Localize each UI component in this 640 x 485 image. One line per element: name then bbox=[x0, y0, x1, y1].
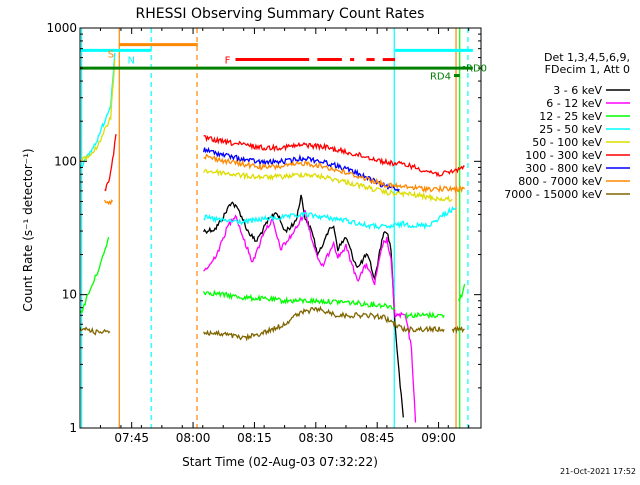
legend-header-line: FDecim 1, Att 0 bbox=[545, 63, 630, 76]
series-lines bbox=[80, 52, 466, 423]
series-3-6-kev bbox=[203, 194, 404, 418]
vertical-markers bbox=[81, 28, 469, 428]
series-line-12-25-kev-seg-1 bbox=[203, 289, 396, 310]
legend-label-12-25-kev: 12 - 25 keV bbox=[539, 110, 602, 123]
legend-label-3-6-kev: 3 - 6 keV bbox=[553, 84, 602, 97]
y-axis-label: Count Rate (s⁻¹ detector⁻¹) bbox=[21, 148, 35, 311]
legend-label-50-100-kev: 50 - 100 keV bbox=[532, 136, 602, 149]
series-line-12-25-kev-seg-0 bbox=[80, 237, 110, 314]
x-tick-label: 08:15 bbox=[237, 431, 272, 445]
flag-labels: S N F RD0 RD4 bbox=[108, 50, 487, 83]
series-25-50-kev bbox=[80, 52, 457, 231]
series-line-3-6-kev-seg-0 bbox=[203, 194, 404, 418]
series-line-12-25-kev-seg-2 bbox=[404, 310, 445, 320]
axes: 07:45 08:00 08:15 08:30 08:45 09:00 1 10 100 1000 bbox=[46, 21, 481, 445]
legend: Det 1,3,4,5,6,9,FDecim 1, Att 0 3 - 6 keV… bbox=[504, 51, 630, 201]
flag-bars bbox=[80, 43, 473, 78]
flag-label-n: N bbox=[127, 55, 134, 66]
legend-label-100-300-kev: 100 - 300 keV bbox=[525, 149, 602, 162]
x-axis-label: Start Time (02-Aug-03 07:32:22) bbox=[182, 455, 378, 469]
x-tick-label: 08:30 bbox=[299, 431, 334, 445]
series-50-100-kev bbox=[80, 59, 453, 203]
series-line-12-25-kev-seg-3 bbox=[457, 283, 466, 303]
timestamp-label: 21-Oct-2021 17:52 bbox=[560, 467, 636, 476]
series-line-50-100-kev-seg-1 bbox=[203, 168, 453, 203]
flag-label-s: S bbox=[108, 50, 114, 61]
series-line-7000-15000-kev-seg-1 bbox=[203, 305, 445, 342]
y-tick-label: 10 bbox=[62, 288, 77, 302]
legend-label-300-800-kev: 300 - 800 keV bbox=[525, 162, 602, 175]
x-tick-label: 08:00 bbox=[176, 431, 211, 445]
x-tick-label: 07:45 bbox=[114, 431, 149, 445]
series-line-25-50-kev-seg-1 bbox=[203, 205, 457, 231]
legend-label-800-7000-kev: 800 - 7000 keV bbox=[518, 175, 602, 188]
x-tick-label: 08:45 bbox=[360, 431, 395, 445]
series-line-25-50-kev-seg-0 bbox=[80, 52, 116, 170]
flag-label-rd0: RD0 bbox=[466, 64, 487, 75]
chart-title: RHESSI Observing Summary Count Rates bbox=[136, 6, 425, 22]
y-tick-label: 100 bbox=[54, 154, 77, 168]
plot-frame bbox=[79, 27, 482, 429]
series-100-300-kev bbox=[104, 134, 465, 192]
series-line-100-300-kev-seg-1 bbox=[203, 134, 465, 178]
legend-header-line: Det 1,3,4,5,6,9, bbox=[544, 51, 630, 64]
series-line-300-800-kev-seg-0 bbox=[202, 146, 400, 193]
flag-label-rd4: RD4 bbox=[430, 72, 451, 83]
series-12-25-kev bbox=[80, 237, 466, 320]
series-800-7000-kev bbox=[104, 153, 466, 206]
series-7000-15000-kev bbox=[80, 305, 465, 342]
legend-label-6-12-kev: 6 - 12 keV bbox=[546, 97, 602, 110]
y-tick-label: 1 bbox=[69, 421, 77, 435]
series-line-800-7000-kev-seg-0 bbox=[104, 199, 114, 206]
series-line-100-300-kev-seg-0 bbox=[104, 134, 117, 192]
series-line-50-100-kev-seg-0 bbox=[80, 59, 116, 163]
series-line-7000-15000-kev-seg-0 bbox=[80, 326, 111, 336]
y-tick-label: 1000 bbox=[46, 21, 77, 35]
series-line-800-7000-kev-seg-1 bbox=[203, 153, 466, 194]
x-tick-label: 09:00 bbox=[421, 431, 456, 445]
legend-label-7000-15000-kev: 7000 - 15000 keV bbox=[504, 188, 602, 201]
series-line-6-12-kev-seg-0 bbox=[203, 210, 417, 423]
series-6-12-kev bbox=[203, 210, 417, 423]
legend-label-25-50-kev: 25 - 50 keV bbox=[539, 123, 602, 136]
series-300-800-kev bbox=[202, 146, 400, 193]
series-line-7000-15000-kev-seg-2 bbox=[451, 325, 465, 335]
flag-label-f: F bbox=[225, 56, 231, 67]
